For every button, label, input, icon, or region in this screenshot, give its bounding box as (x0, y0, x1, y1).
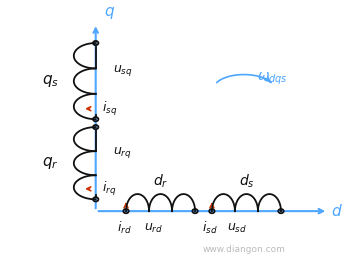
Text: $d$: $d$ (331, 203, 343, 219)
Text: $u_{sq}$: $u_{sq}$ (112, 63, 132, 78)
Text: $i_{rd}$: $i_{rd}$ (117, 220, 132, 236)
Text: $\omega_{dqs}$: $\omega_{dqs}$ (257, 70, 288, 87)
Text: www.diangon.com: www.diangon.com (202, 245, 285, 254)
Text: $q_r$: $q_r$ (42, 155, 58, 171)
Text: $d_r$: $d_r$ (153, 172, 168, 190)
Text: $i_{sq}$: $i_{sq}$ (102, 100, 118, 118)
Text: $d_s$: $d_s$ (239, 172, 254, 190)
Text: $q$: $q$ (104, 5, 115, 21)
Text: $i_{rq}$: $i_{rq}$ (102, 180, 117, 198)
Text: $i_{sd}$: $i_{sd}$ (202, 220, 218, 236)
Text: $u_{sd}$: $u_{sd}$ (227, 222, 247, 235)
Text: $u_{rd}$: $u_{rd}$ (144, 222, 163, 235)
Text: $q_s$: $q_s$ (42, 73, 59, 89)
Text: $u_{rq}$: $u_{rq}$ (112, 145, 131, 160)
